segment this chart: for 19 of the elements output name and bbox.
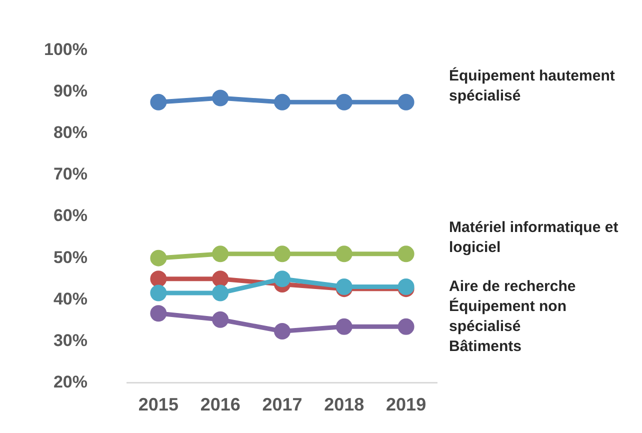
text: Aire de recherche — [449, 278, 576, 295]
text: Équipement non spécialisé — [449, 296, 566, 335]
y-tick-label: 100% — [44, 40, 88, 59]
text: Bâtiments — [449, 338, 522, 355]
y-tick-label: 40% — [53, 289, 88, 308]
x-tick-label: 2015 — [138, 394, 178, 415]
x-tick-label: 2017 — [262, 394, 302, 415]
x-tick-label: 2016 — [200, 394, 240, 415]
y-tick-label: 90% — [53, 81, 88, 100]
x-tick-label: 2019 — [386, 394, 426, 415]
x-tick-label: 2018 — [324, 394, 364, 415]
y-tick-label: 30% — [53, 330, 88, 350]
y-tick-label: 20% — [53, 372, 88, 392]
y-tick-label: 70% — [53, 164, 88, 184]
text: Matériel informatique et logiciel — [449, 219, 618, 256]
text: Équipement hautement spécialisé — [449, 66, 615, 104]
y-tick-label: 50% — [53, 248, 88, 267]
y-tick-label: 60% — [53, 206, 88, 226]
y-tick-label: 80% — [53, 123, 88, 142]
